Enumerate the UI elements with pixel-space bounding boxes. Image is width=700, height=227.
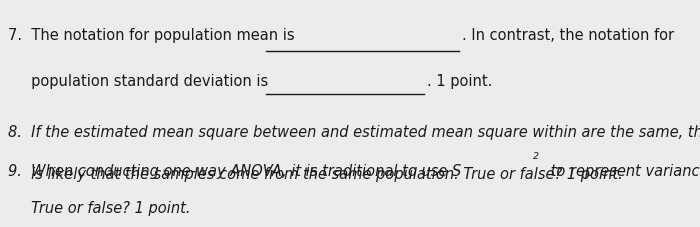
Text: . In contrast, the notation for: . In contrast, the notation for [462,28,674,43]
Text: 7.  The notation for population mean is: 7. The notation for population mean is [8,28,295,43]
Text: 2: 2 [533,152,540,161]
Text: to represent variance estimates.: to represent variance estimates. [546,164,700,179]
Text: 8.  If the estimated mean square between and estimated mean square within are th: 8. If the estimated mean square between … [8,125,700,140]
Text: . 1 point.: . 1 point. [427,74,492,89]
Text: population standard deviation is: population standard deviation is [8,74,269,89]
Text: True or false? 1 point.: True or false? 1 point. [8,201,191,216]
Text: is likely that the samples come from the same population. True or false? 1 point: is likely that the samples come from the… [8,167,623,182]
Text: 9.  When conducting one-way ANOVA, it is traditional to use S: 9. When conducting one-way ANOVA, it is … [8,164,462,179]
